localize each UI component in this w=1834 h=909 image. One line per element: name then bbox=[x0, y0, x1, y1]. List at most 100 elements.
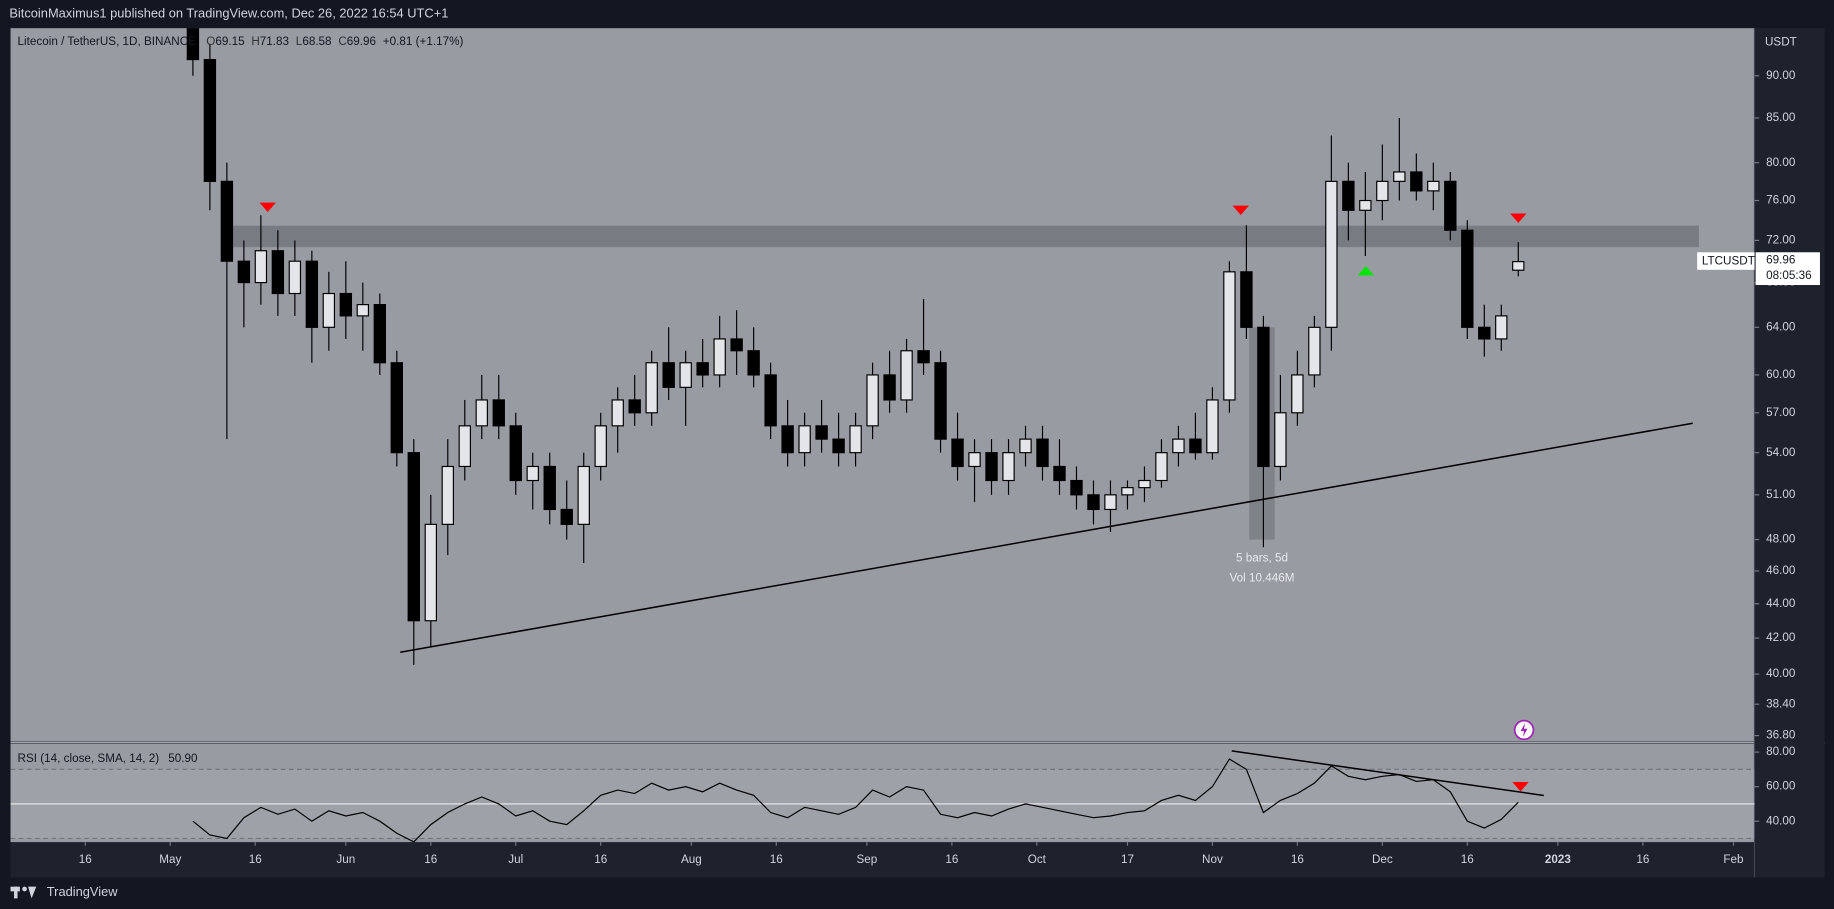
candle-body bbox=[339, 292, 353, 317]
alert-icon[interactable] bbox=[1513, 719, 1535, 741]
price-axis bbox=[1754, 28, 1825, 843]
symbol-label: LTCUSDT bbox=[1702, 255, 1755, 268]
y-tick-label: 76.00 bbox=[1766, 194, 1796, 207]
candle-body bbox=[1036, 438, 1049, 468]
candle-body bbox=[832, 438, 845, 454]
candle-body bbox=[1053, 465, 1066, 482]
label-layer: 90.0085.0080.0076.0072.0068.0064.0060.00… bbox=[79, 69, 1820, 866]
signal-marker bbox=[259, 202, 276, 213]
candle-body bbox=[917, 350, 930, 364]
candle-body bbox=[1240, 271, 1253, 328]
candle-body bbox=[1206, 399, 1219, 454]
candle-body bbox=[1002, 452, 1015, 482]
candle-body bbox=[1444, 180, 1457, 231]
x-tick-label: Dec bbox=[1372, 853, 1393, 866]
candle-body bbox=[883, 374, 896, 401]
candle-body bbox=[730, 338, 743, 352]
ohlc-value: 68.58 bbox=[302, 35, 331, 48]
candle-body bbox=[1070, 479, 1083, 496]
candle-body bbox=[1155, 452, 1168, 482]
candle-body bbox=[1308, 326, 1321, 376]
candle-body bbox=[1223, 271, 1236, 401]
candle-body bbox=[509, 425, 522, 482]
x-tick-label: 17 bbox=[1121, 853, 1134, 866]
ohlc-value: 69.96 bbox=[347, 35, 376, 48]
rsi-last: 50.90 bbox=[168, 752, 198, 765]
y-tick-label: 85.00 bbox=[1766, 111, 1796, 124]
x-tick-label: Sep bbox=[857, 853, 878, 866]
candle-body bbox=[203, 58, 217, 182]
candle-body bbox=[951, 438, 964, 468]
candle-body bbox=[696, 362, 709, 376]
y-tick-label: 80.00 bbox=[1766, 156, 1796, 169]
symbol-title: Litecoin / TetherUS, 1D, BINANCE bbox=[18, 35, 197, 48]
candle-body bbox=[1359, 199, 1372, 211]
y-tick-label: 36.80 bbox=[1766, 729, 1796, 742]
rsi-legend: RSI (14, close, SMA, 14, 2) 50.90 bbox=[18, 752, 198, 765]
candle-body bbox=[1376, 180, 1389, 202]
plot-area bbox=[10, 28, 1755, 742]
change-label: +0.81 (+1.17%) bbox=[383, 35, 464, 48]
candle-body bbox=[1342, 180, 1355, 211]
candle-body bbox=[1478, 326, 1491, 340]
measure-volume: Vol 10.446M bbox=[1229, 571, 1294, 584]
rsi-trendline bbox=[1231, 750, 1544, 797]
candle-body bbox=[662, 362, 675, 388]
rsi-band bbox=[10, 769, 1755, 839]
y-tick-label: 51.00 bbox=[1766, 488, 1796, 501]
footer-brand: TradingView bbox=[47, 884, 118, 899]
candle-body bbox=[1104, 494, 1117, 511]
y-tick-label: 60.00 bbox=[1766, 368, 1796, 381]
x-tick-label: Feb bbox=[1723, 853, 1744, 866]
candle-body bbox=[1410, 171, 1423, 192]
ohlc-letter: H bbox=[251, 35, 259, 48]
candle-body bbox=[577, 465, 590, 525]
ohlc-letter: O bbox=[206, 35, 215, 48]
time-axis bbox=[10, 842, 1825, 878]
candle-body bbox=[237, 260, 251, 284]
candle-body bbox=[390, 362, 404, 454]
y-tick-label: 38.40 bbox=[1766, 697, 1796, 710]
candle-body bbox=[1393, 171, 1406, 182]
y-tick-label: 64.00 bbox=[1766, 320, 1796, 333]
rsi-marker bbox=[1512, 781, 1529, 792]
candle-body bbox=[1461, 229, 1474, 328]
resistance-zone bbox=[221, 225, 1699, 248]
candle-body bbox=[288, 260, 302, 295]
symbol-box bbox=[1697, 252, 1755, 270]
x-tick-label: 2023 bbox=[1545, 853, 1572, 866]
trendline bbox=[400, 422, 1693, 654]
candle-body bbox=[747, 350, 760, 376]
candle-body bbox=[968, 452, 981, 468]
rsi-line bbox=[192, 758, 1519, 843]
y-tick-label: 44.00 bbox=[1766, 597, 1796, 610]
candle-body bbox=[866, 374, 879, 427]
candle-body bbox=[441, 465, 454, 525]
candle-body bbox=[1087, 494, 1100, 511]
candle-body bbox=[271, 250, 285, 295]
candle-body bbox=[254, 250, 268, 284]
signal-marker bbox=[1357, 266, 1375, 276]
candle-body bbox=[798, 425, 811, 454]
signal-marker bbox=[1510, 213, 1527, 223]
candle-body bbox=[934, 362, 947, 440]
ohlc-value: 71.83 bbox=[260, 35, 289, 48]
x-tick-label: 16 bbox=[1291, 853, 1304, 866]
candle-body bbox=[900, 350, 913, 401]
candle-body bbox=[424, 523, 437, 622]
x-tick-label: Oct bbox=[1028, 853, 1047, 866]
y-tick-label: 46.00 bbox=[1766, 564, 1796, 577]
candle-body bbox=[781, 425, 794, 454]
x-tick-label: Jul bbox=[508, 853, 523, 866]
candle-body bbox=[713, 338, 726, 376]
rsi-tick-label: 80.00 bbox=[1766, 745, 1796, 758]
candle-body bbox=[475, 399, 488, 427]
candle-body bbox=[1172, 438, 1185, 454]
candle-body bbox=[1274, 412, 1287, 468]
x-tick-label: 16 bbox=[770, 853, 783, 866]
candle-body bbox=[1257, 326, 1270, 468]
y-tick-label: 48.00 bbox=[1766, 533, 1796, 546]
candle-body bbox=[543, 465, 556, 511]
x-tick-label: 16 bbox=[249, 853, 262, 866]
